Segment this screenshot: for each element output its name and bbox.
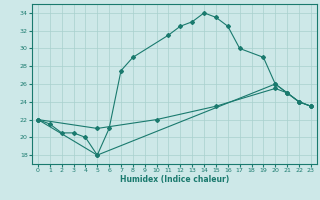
X-axis label: Humidex (Indice chaleur): Humidex (Indice chaleur): [120, 175, 229, 184]
